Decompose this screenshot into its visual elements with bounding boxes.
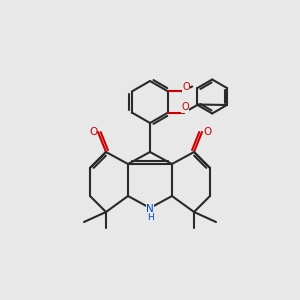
Text: N: N (146, 204, 154, 214)
Text: O: O (89, 127, 97, 137)
Text: O: O (203, 127, 211, 137)
Text: O: O (182, 82, 190, 92)
Text: O: O (182, 103, 189, 112)
Text: H: H (147, 212, 153, 221)
